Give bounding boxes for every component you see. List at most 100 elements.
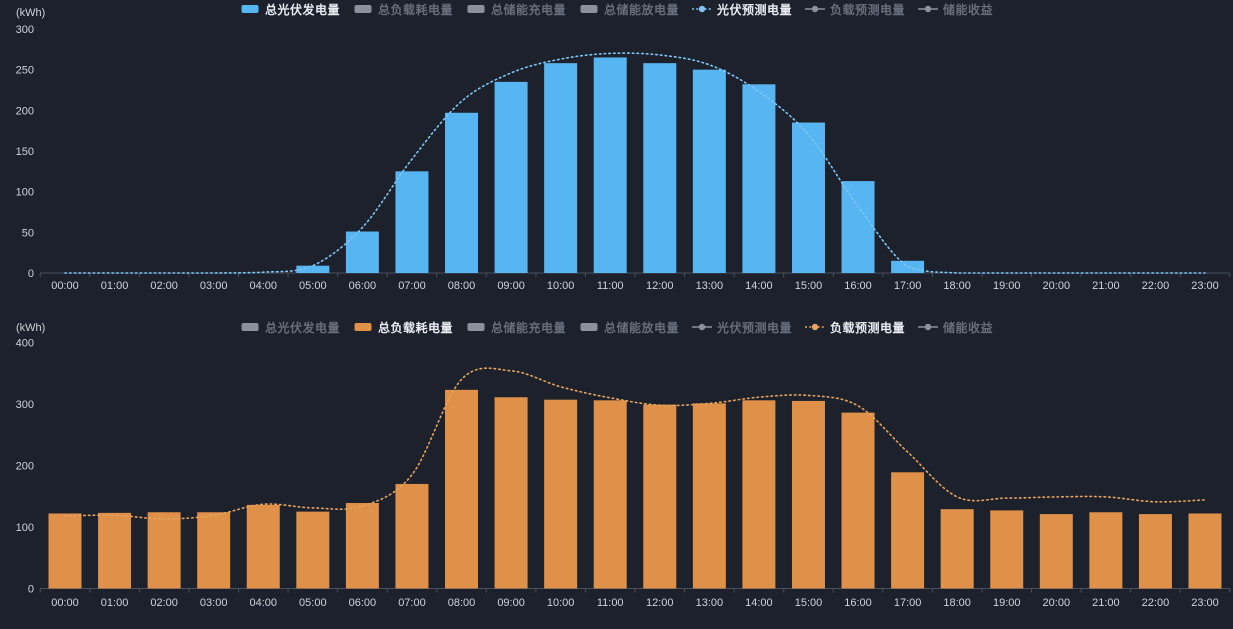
bar-05:00 (296, 265, 330, 273)
legend-label: 储能收益 (943, 2, 994, 17)
x-axis-tick-label: 01:00 (101, 597, 129, 608)
x-axis-tick-label: 02:00 (150, 597, 178, 608)
x-axis-tick-label: 05:00 (299, 597, 327, 608)
line-series-icon (805, 323, 826, 331)
y-axis-tick-label: 50 (22, 227, 34, 239)
y-axis-tick-label: 100 (16, 522, 34, 534)
bar-12:00 (643, 404, 677, 589)
bar-18:00 (940, 509, 974, 589)
x-axis-tick-label: 10:00 (547, 280, 575, 292)
x-axis-tick-label: 22:00 (1142, 280, 1170, 292)
x-axis-tick-label: 02:00 (150, 280, 178, 292)
x-axis-tick-label: 07:00 (398, 280, 426, 292)
x-axis-tick-label: 05:00 (299, 280, 327, 292)
x-axis-tick-label: 15:00 (795, 597, 823, 608)
legend-item-pv-5[interactable]: 负载预测电量 (805, 1, 905, 18)
x-axis-tick-label: 14:00 (745, 597, 773, 608)
bar-04:00 (246, 504, 280, 589)
bar-15:00 (791, 400, 825, 589)
y-axis-tick-label: 100 (16, 187, 34, 199)
bar-series-icon (580, 5, 598, 13)
bar-09:00 (494, 397, 528, 589)
bar-03:00 (197, 512, 231, 589)
bar-series-icon (467, 323, 485, 331)
legend-label: 负载预测电量 (830, 2, 906, 17)
legend-label: 总储能放电量 (603, 320, 679, 335)
x-axis-tick-label: 13:00 (696, 280, 724, 292)
line-series-icon (692, 323, 712, 331)
x-axis-tick-label: 12:00 (646, 280, 674, 292)
bar-12:00 (643, 63, 677, 273)
x-axis-tick-label: 23:00 (1191, 280, 1219, 292)
x-axis-tick-label: 04:00 (249, 280, 277, 292)
y-axis-tick-label: 300 (16, 24, 34, 36)
x-axis-tick-label: 14:00 (745, 280, 773, 292)
legend-label: 总储能充电量 (490, 2, 566, 17)
bar-08:00 (445, 112, 479, 273)
x-axis-tick-label: 00:00 (51, 280, 79, 292)
y-axis-tick-label: 0 (28, 268, 34, 280)
bar-06:00 (345, 231, 379, 273)
bar-13:00 (692, 403, 726, 589)
legend-item-pv-1[interactable]: 总负载耗电量 (353, 1, 453, 18)
load-consumption-chart: (kWh) 0 100 200 300 400 00:00 01:00 02:00 03:00 04… (0, 318, 1233, 629)
legend-item-load-5[interactable]: 负载预测电量 (805, 319, 905, 336)
bar-17:00 (891, 472, 925, 589)
legend-item-load-3[interactable]: 总储能放电量 (579, 319, 679, 336)
bar-series-icon (241, 323, 259, 331)
x-axis-tick-label: 16:00 (844, 597, 872, 608)
x-axis-tick-label: 06:00 (349, 280, 377, 292)
bar-08:00 (445, 389, 479, 589)
legend-item-load-1[interactable]: 总负载耗电量 (353, 319, 453, 336)
bar-02:00 (147, 512, 181, 589)
bar-series-icon (241, 5, 259, 13)
legend-item-load-4[interactable]: 光伏预测电量 (692, 319, 792, 336)
x-axis-tick-label: 18:00 (943, 597, 971, 608)
y-axis-tick-label: 200 (16, 105, 34, 117)
legend-item-pv-3[interactable]: 总储能放电量 (579, 1, 679, 18)
x-axis-tick-label: 19:00 (993, 280, 1021, 292)
y-axis-tick-label: 250 (16, 65, 34, 77)
bar-14:00 (742, 84, 776, 273)
x-axis-tick-label: 11:00 (597, 280, 624, 292)
x-axis-tick-label: 15:00 (795, 280, 823, 292)
bar-13:00 (692, 69, 726, 274)
legend-item-load-0[interactable]: 总光伏发电量 (240, 319, 340, 336)
x-axis-tick-label: 19:00 (993, 597, 1021, 608)
forecast-line (64, 52, 1206, 274)
bar-23:00 (1188, 513, 1222, 589)
legend-item-pv-0[interactable]: 总光伏发电量 (240, 1, 340, 18)
x-axis-tick-label: 16:00 (844, 280, 872, 292)
bar-16:00 (841, 412, 875, 589)
x-axis-tick-label: 08:00 (448, 597, 476, 608)
y-axis-tick-label: 300 (16, 399, 34, 411)
x-axis-tick-label: 23:00 (1191, 597, 1219, 608)
line-series-icon (918, 5, 939, 13)
bar-01:00 (98, 512, 132, 589)
bar-series-icon (354, 323, 372, 331)
pv-chart-legend: 总光伏发电量 总负载耗电量 总储能充电量 总储能放电量 光伏预测电量 负载预测电量 储能收益 (0, 0, 1233, 18)
legend-label: 总储能充电量 (490, 320, 566, 335)
legend-item-load-2[interactable]: 总储能充电量 (466, 319, 566, 336)
pv-chart-canvas[interactable]: (kWh) 0 50 100 150 200 250 300 00:00 01:00 02:00 03… (0, 0, 1233, 296)
bar-10:00 (544, 399, 578, 589)
legend-item-pv-4[interactable]: 光伏预测电量 (692, 1, 792, 18)
x-axis-tick-label: 11:00 (597, 597, 624, 608)
legend-item-pv-6[interactable]: 储能收益 (918, 1, 993, 18)
x-axis-tick-label: 00:00 (51, 597, 79, 608)
x-axis-tick-label: 12:00 (646, 597, 674, 608)
legend-item-load-6[interactable]: 储能收益 (918, 319, 993, 336)
line-series-icon (692, 5, 712, 13)
load-chart-canvas[interactable]: (kWh) 0 100 200 300 400 00:00 01:00 02:00 03:00 04… (0, 318, 1233, 608)
bar-19:00 (990, 510, 1024, 589)
x-axis-tick-label: 01:00 (101, 280, 129, 292)
x-axis-tick-label: 18:00 (943, 280, 971, 292)
legend-label: 储能收益 (943, 320, 994, 335)
pv-generation-chart: (kWh) 0 50 100 150 200 250 300 00:00 01:00 02:00 03… (0, 0, 1233, 296)
bar-00:00 (48, 513, 82, 589)
legend-label: 负载预测电量 (830, 320, 906, 335)
y-axis-tick-label: 400 (16, 338, 34, 350)
x-axis-tick-label: 06:00 (349, 597, 377, 608)
bar-16:00 (841, 181, 875, 273)
legend-item-pv-2[interactable]: 总储能充电量 (466, 1, 566, 18)
